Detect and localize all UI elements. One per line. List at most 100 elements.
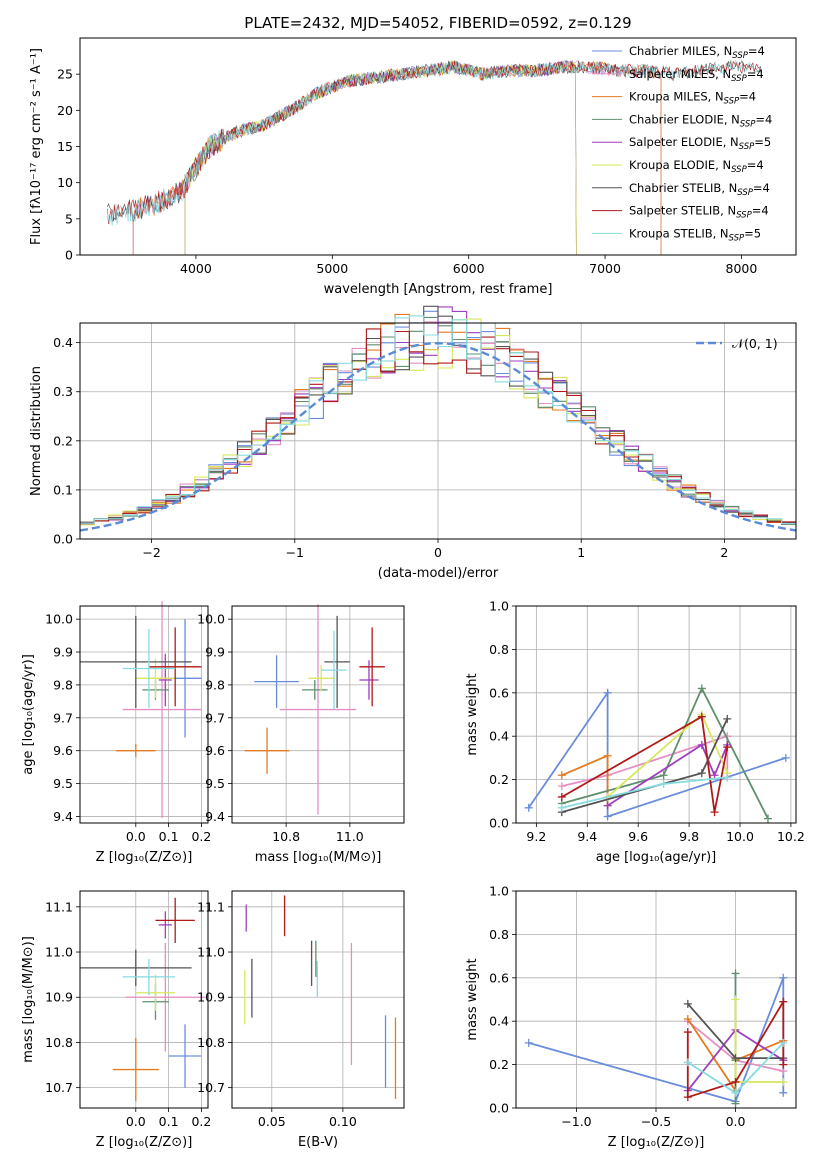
mass-weight-marker xyxy=(659,779,668,788)
y-axis-label: Normed distribution xyxy=(29,366,44,496)
y-tick-label: 10.9 xyxy=(197,990,225,1005)
x-axis-label: mass [log₁₀(M/M⊙)] xyxy=(255,850,382,865)
y-axis-label: mass weight xyxy=(465,958,480,1040)
mass-weight-marker xyxy=(524,803,533,812)
mass-weight-marker xyxy=(683,1093,692,1102)
histogram-series xyxy=(80,306,796,525)
legend-sub: SSP xyxy=(731,165,747,175)
axes-frame xyxy=(79,890,209,1109)
y-tick-label: 9.8 xyxy=(205,677,225,692)
x-tick-label: −1 xyxy=(286,545,304,560)
x-tick-label: 5000 xyxy=(316,261,348,276)
legend-label: Kroupa STELIB, N xyxy=(629,226,729,240)
y-tick-label: 0.3 xyxy=(53,384,73,399)
legend-sub: SSP xyxy=(740,119,756,129)
panel-residuals: −2 −1 0 1 2 0.0 0.1 0.2 0.3 0.4 (data-model)/error… xyxy=(29,305,797,581)
x-tick-label: 0 xyxy=(434,545,442,560)
x-tick-label: 2 xyxy=(720,545,728,560)
legend-label: Chabrier STELIB, N xyxy=(629,181,737,195)
mass-weight-marker xyxy=(603,688,612,697)
mass-weight-marker xyxy=(764,814,772,823)
y-tick-label: 0.6 xyxy=(489,685,509,700)
legend-sub: SSP xyxy=(737,188,753,198)
x-tick-label: 11.0 xyxy=(336,829,364,844)
mass-weight-series xyxy=(561,686,769,820)
axes-frame xyxy=(231,605,405,824)
y-tick-label: 0.4 xyxy=(53,335,73,350)
axes-frame xyxy=(79,322,797,540)
y-tick-label: 10.8 xyxy=(45,1035,73,1050)
legend-n: =4 xyxy=(748,44,765,58)
x-tick-label: 7000 xyxy=(589,261,621,276)
mass-weight-marker xyxy=(524,1038,533,1047)
panel-mass_vs_Z: 0.0 0.1 0.2 10.7 10.8 10.9 11.0 11.1 Z [log₁₀(Z/… xyxy=(21,890,211,1150)
axes-frame xyxy=(231,890,405,1109)
panel-age_vs_Z: 0.0 0.1 0.2 9.4 9.5 9.6 9.7 9.8 9.9 10.0 Z [log₁₀(… xyxy=(21,601,211,865)
y-tick-label: 5 xyxy=(65,211,73,226)
x-axis-label: Z [log₁₀(Z/Z⊙)] xyxy=(96,1135,193,1150)
legend-label: Salpeter MILES, N xyxy=(629,67,731,81)
y-tick-label: 11.0 xyxy=(197,945,225,960)
x-tick-label: 0.0 xyxy=(126,829,146,844)
legend-label: Chabrier ELODIE, N xyxy=(629,112,740,126)
x-tick-label: 0.2 xyxy=(191,829,211,844)
legend-entry: Salpeter ELODIE, NSSP=5 xyxy=(629,135,771,152)
spectrum-series xyxy=(132,60,662,255)
legend-sub: SSP xyxy=(724,97,740,107)
histogram-series xyxy=(80,318,796,526)
y-tick-label: 11.0 xyxy=(45,945,73,960)
legend-n: =4 xyxy=(753,181,770,195)
y-axis-label: Flux [fλ10⁻¹⁷ erg cm⁻² s⁻¹ A⁻¹] xyxy=(29,48,44,245)
axes-frame xyxy=(79,605,209,824)
y-tick-label: 10 xyxy=(57,175,73,190)
histogram-series xyxy=(80,315,796,525)
y-tick-label: 0.8 xyxy=(489,927,509,942)
mass-weight-marker xyxy=(557,771,566,780)
mass-weight-marker xyxy=(683,999,692,1008)
y-tick-label: 9.4 xyxy=(205,809,225,824)
x-tick-label: 0.0 xyxy=(726,1114,746,1129)
legend-n: =4 xyxy=(739,90,756,104)
x-tick-label: 0.2 xyxy=(191,1114,211,1129)
y-tick-label: 0.8 xyxy=(489,642,509,657)
mass-weight-marker xyxy=(683,1015,692,1024)
mass-weight-marker xyxy=(723,743,732,752)
y-tick-label: 0.0 xyxy=(489,1101,509,1116)
x-axis-label: wavelength [Angstrom, rest frame] xyxy=(324,282,553,297)
mass-weight-marker xyxy=(697,712,706,721)
y-tick-label: 0.1 xyxy=(53,482,73,497)
mass-weight-marker xyxy=(779,1088,788,1097)
y-tick-label: 1.0 xyxy=(489,599,509,614)
x-tick-label: 0.0 xyxy=(126,1114,146,1129)
x-axis-label: Z [log₁₀(Z/Z⊙)] xyxy=(608,1135,705,1150)
y-tick-label: 10.0 xyxy=(197,612,225,627)
mass-weight-marker xyxy=(557,803,566,812)
y-tick-label: 9.6 xyxy=(53,743,73,758)
figure-title: PLATE=2432, MJD=54052, FIBERID=0592, z=0… xyxy=(244,14,631,32)
mass-weight-marker xyxy=(731,995,740,1004)
x-tick-label: −2 xyxy=(142,545,160,560)
mass-weight-marker xyxy=(603,812,612,821)
y-tick-label: 15 xyxy=(57,139,73,154)
x-tick-label: 1 xyxy=(577,545,585,560)
x-tick-label: 9.4 xyxy=(577,829,597,844)
legend-label: Salpeter ELODIE, N xyxy=(629,135,739,149)
y-tick-label: 0.2 xyxy=(489,772,509,787)
mass-weight-series xyxy=(561,715,729,813)
x-tick-label: 0.10 xyxy=(329,1114,357,1129)
legend-label: 𝒩(0, 1) xyxy=(732,336,778,351)
mass-weight-marker xyxy=(659,771,668,780)
x-axis-label: E(B-V) xyxy=(298,1135,338,1150)
y-tick-label: 10.7 xyxy=(197,1080,225,1095)
y-tick-label: 0.6 xyxy=(489,970,509,985)
mass-weight-marker xyxy=(781,753,790,762)
mass-weight-marker xyxy=(731,1054,740,1063)
legend-sub: SSP xyxy=(736,211,752,221)
mass-weight-marker xyxy=(723,773,732,782)
y-tick-label: 0.0 xyxy=(489,816,509,831)
mass-weight-marker xyxy=(603,801,612,810)
y-tick-label: 0 xyxy=(65,248,73,263)
x-tick-label: 6000 xyxy=(453,261,485,276)
x-tick-label: 10.0 xyxy=(726,829,754,844)
y-tick-label: 9.9 xyxy=(53,645,73,660)
